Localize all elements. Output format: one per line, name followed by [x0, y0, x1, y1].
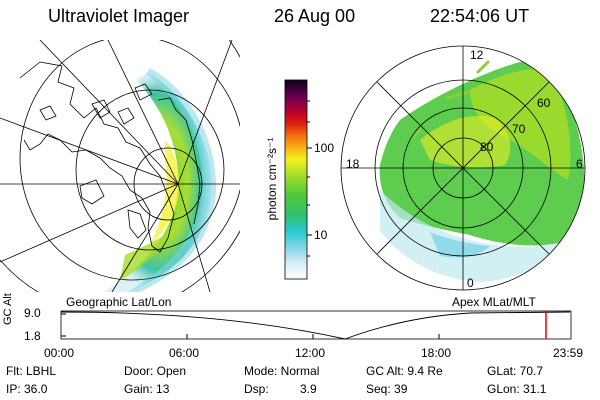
gc-alt-axis-label: GC Alt — [2, 293, 14, 325]
mode-info: Mode: Normal — [244, 364, 320, 378]
glat-info: GLat: 70.7 — [487, 364, 544, 378]
intensity-colorbar — [284, 79, 312, 280]
time-label: 22:54:06 UT — [430, 6, 530, 26]
timeline-tick-0000: 00:00 — [44, 346, 75, 360]
colorbar-tick-100: 100 — [314, 141, 335, 155]
glon-info: GLon: 31.1 — [487, 382, 547, 396]
mlat-label-80: 80 — [480, 140, 494, 154]
mlt-label-18: 18 — [346, 157, 360, 171]
date-label: 26 Aug 00 — [274, 6, 356, 26]
timeline-tick-1800: 18:00 — [421, 346, 452, 360]
timeline-tick-1200: 12:00 — [295, 346, 326, 360]
apex-label: Apex MLat/MLT — [452, 295, 536, 309]
ip-info: IP: 36.0 — [6, 382, 48, 396]
gain-info: Gain: 13 — [124, 382, 170, 396]
seq-info: Seq: 39 — [366, 382, 408, 396]
mlat-label-60: 60 — [537, 96, 551, 110]
instrument-title: Ultraviolet Imager — [48, 6, 190, 26]
polar-map — [340, 45, 586, 291]
dsp-value: 3.9 — [300, 382, 317, 396]
mlt-label-6: 6 — [576, 157, 583, 171]
filter-info: Flt: LBHL — [6, 364, 57, 378]
mlat-label-70: 70 — [512, 122, 526, 136]
door-info: Door: Open — [124, 364, 187, 378]
dsp-label: Dsp: — [244, 382, 269, 396]
gc-alt-info: GC Alt: 9.4 Re — [366, 364, 443, 378]
mlt-label-12: 12 — [470, 48, 484, 62]
geographic-map — [0, 40, 240, 292]
timeline-tick-0600: 06:00 — [169, 346, 200, 360]
altitude-timeline — [60, 310, 572, 340]
mlt-label-0: 0 — [467, 276, 474, 290]
timeline-ymin: 1.8 — [24, 329, 41, 343]
colorbar-tick-10: 10 — [314, 228, 328, 242]
colorbar-unit: photon cm⁻²s⁻¹ — [265, 137, 279, 221]
timeline-ymax: 9.0 — [24, 306, 41, 320]
timeline-tick-2359: 23:59 — [553, 346, 584, 360]
geographic-label: Geographic Lat/Lon — [66, 295, 172, 309]
